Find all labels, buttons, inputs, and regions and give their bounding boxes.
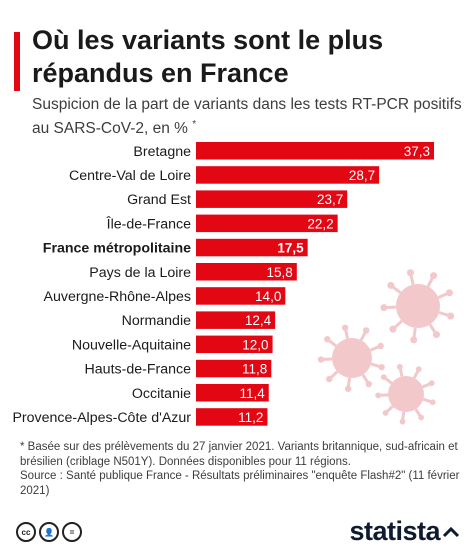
virus-icon xyxy=(317,324,385,392)
category-label: Île-de-France xyxy=(106,215,191,232)
value-label: 15,8 xyxy=(267,265,293,280)
bar-chart: Bretagne 37,3 Centre-Val de Loire 28,7 Grand… xyxy=(12,142,455,426)
subtitle-footnote-mark: * xyxy=(192,119,197,130)
bar-7 xyxy=(196,311,276,329)
category-label: Pays de la Loire xyxy=(89,265,191,281)
source-note: Source : Santé publique France - Résulta… xyxy=(20,470,460,497)
notes: * Basée sur des prélèvements du 27 janvi… xyxy=(20,440,460,498)
cc-icon[interactable]: cc xyxy=(16,522,36,542)
value-label: 22,2 xyxy=(307,216,333,231)
bar-3 xyxy=(196,214,338,233)
bar-9 xyxy=(196,359,272,378)
title-accent-bar xyxy=(14,32,20,91)
category-label: Centre-Val de Loire xyxy=(69,168,191,184)
equals-icon[interactable]: = xyxy=(62,522,82,542)
category-label: Hauts-de-France xyxy=(85,362,192,378)
bar-2 xyxy=(196,190,348,208)
category-label: Normandie xyxy=(122,313,192,329)
value-label: 12,4 xyxy=(245,313,272,328)
virus-illustration xyxy=(317,269,455,425)
bars-group: Bretagne 37,3 Centre-Val de Loire 28,7 Grand… xyxy=(12,142,434,426)
value-label: 17,5 xyxy=(277,241,304,256)
category-label: Provence-Alpes-Côte d'Azur xyxy=(12,410,191,426)
category-label: Bretagne xyxy=(133,144,191,160)
bar-4 xyxy=(196,238,308,257)
bar-1 xyxy=(196,166,380,184)
bar-10 xyxy=(196,384,269,402)
chart-subtitle: Suspicion de la part de variants dans le… xyxy=(32,95,462,139)
subtitle-text: Suspicion de la part de variants dans le… xyxy=(32,96,462,138)
value-label: 37,3 xyxy=(404,144,430,159)
bar-11 xyxy=(196,408,268,426)
statista-logo-icon xyxy=(442,526,460,538)
person-icon[interactable]: 👤 xyxy=(39,522,59,542)
value-label: 28,7 xyxy=(349,168,375,183)
category-label: France métropolitaine xyxy=(43,241,191,257)
bar-0 xyxy=(196,142,434,160)
category-label: Nouvelle-Aquitaine xyxy=(72,337,191,353)
license-icons: cc 👤 = xyxy=(16,522,82,542)
value-label: 12,0 xyxy=(242,337,268,352)
category-label: Grand Est xyxy=(127,192,191,208)
virus-icon xyxy=(375,363,436,425)
category-label: Occitanie xyxy=(132,386,191,402)
statista-logo[interactable]: statista xyxy=(349,516,440,546)
value-label: 11,2 xyxy=(238,410,263,425)
bar-5 xyxy=(196,263,297,281)
category-label: Auvergne-Rhône-Alpes xyxy=(44,289,191,305)
bar-6 xyxy=(196,287,286,305)
value-label: 14,0 xyxy=(255,289,281,304)
bar-8 xyxy=(196,335,273,354)
chart-title: Où les variants sont le plus répandus en… xyxy=(32,25,384,88)
value-label: 23,7 xyxy=(317,192,343,207)
virus-icon xyxy=(380,269,455,344)
footnote: * Basée sur des prélèvements du 27 janvi… xyxy=(20,441,458,468)
value-label: 11,8 xyxy=(242,362,267,377)
footer: cc 👤 = statista xyxy=(0,513,474,553)
value-label: 11,4 xyxy=(239,386,265,401)
